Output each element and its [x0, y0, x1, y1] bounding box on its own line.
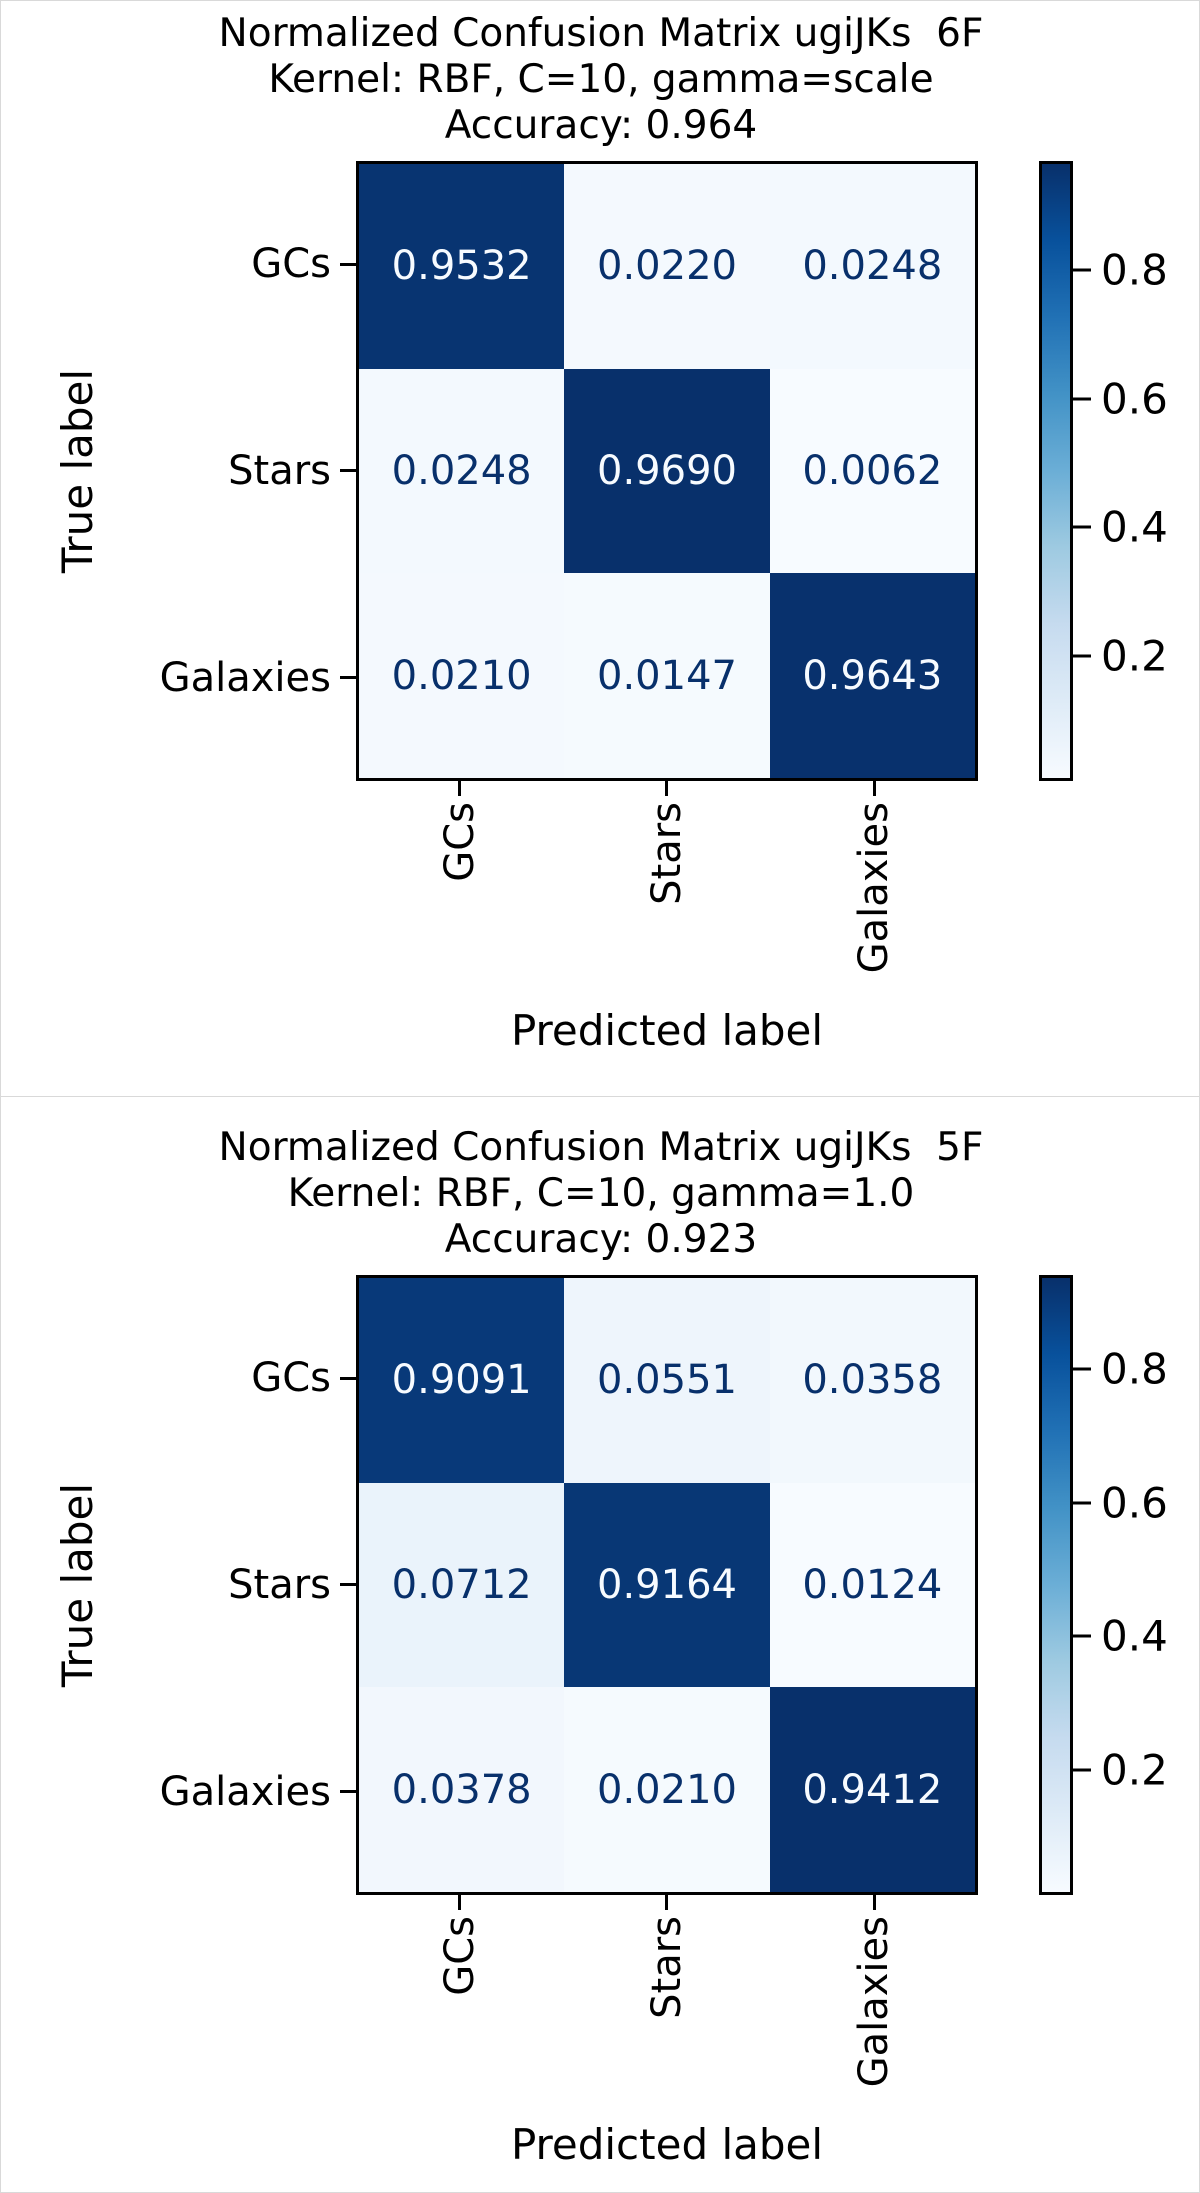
y-tick-label-stars: Stars: [228, 1562, 331, 1608]
colorbar: [1039, 1275, 1073, 1895]
figure-1-title: Normalized Confusion Matrix ugiJKs 6F: [218, 11, 984, 56]
matrix-cell-r3c1: 0.0210: [359, 573, 565, 778]
y-tick-label-galaxies: Galaxies: [159, 655, 331, 701]
x-axis-label: Predicted label: [510, 2120, 824, 2169]
x-tick-mark: [458, 781, 461, 796]
matrix-cell-r2c1: 0.0712: [359, 1482, 565, 1688]
colorbar-tick-label: 0.8: [1101, 1344, 1168, 1394]
x-tick-mark: [873, 1895, 876, 1910]
colorbar-gradient: [1042, 1278, 1070, 1892]
matrix-cell-r3c2: 0.0147: [564, 573, 770, 778]
x-tick-label-gcs: GCs: [437, 1916, 483, 1996]
figure-1-title-block: Normalized Confusion Matrix ugiJKs 6F Ke…: [1, 11, 1199, 149]
y-tick-label-stars: Stars: [228, 448, 331, 494]
colorbar-tick-mark: [1073, 1768, 1091, 1772]
y-tick-label-gcs: GCs: [251, 1355, 331, 1401]
colorbar-tick-label: 0.6: [1101, 1478, 1168, 1528]
figure-2-title: Normalized Confusion Matrix ugiJKs 5F: [218, 1125, 984, 1170]
colorbar-tick-label: 0.8: [1101, 245, 1168, 295]
matrix-cell-r2c3: 0.0124: [769, 1482, 975, 1688]
colorbar-tick: 0.4: [1073, 503, 1168, 552]
y-tick-mark: [340, 1377, 356, 1380]
x-axis-label: Predicted label: [510, 1006, 824, 1055]
colorbar-tick: 0.6: [1073, 1478, 1168, 1527]
confusion-matrix-grid: 0.9532 0.0220 0.0248 0.0248 0.9690 0.006…: [356, 161, 978, 781]
colorbar-tick-mark: [1073, 1501, 1091, 1505]
matrix-cell-r2c3: 0.0062: [769, 368, 975, 574]
colorbar-tick: 0.4: [1073, 1612, 1168, 1661]
colorbar-tick-mark: [1073, 397, 1091, 401]
colorbar-tick-mark: [1073, 525, 1091, 529]
matrix-cell-r3c3: 0.9412: [769, 1687, 975, 1892]
matrix-cell-r2c2: 0.9164: [564, 1482, 770, 1688]
y-tick-mark: [340, 676, 356, 679]
y-tick-mark: [340, 263, 356, 266]
x-tick-label-stars: Stars: [644, 802, 690, 905]
colorbar-tick: 0.2: [1073, 632, 1168, 681]
colorbar-tick-label: 0.2: [1101, 1745, 1168, 1795]
colorbar-tick: 0.8: [1073, 1345, 1168, 1394]
colorbar-tick-label: 0.4: [1101, 1611, 1168, 1661]
colorbar-tick-label: 0.4: [1101, 502, 1168, 552]
colorbar-ticks: 0.8 0.6 0.4 0.2: [1073, 1275, 1199, 1895]
colorbar-tick: 0.2: [1073, 1745, 1168, 1794]
colorbar-tick-mark: [1073, 654, 1091, 658]
matrix-cell-r1c2: 0.0220: [564, 164, 770, 369]
colorbar: [1039, 161, 1073, 781]
y-tick-mark: [340, 1583, 356, 1586]
confusion-matrix-panel-1: Normalized Confusion Matrix ugiJKs 6F Ke…: [0, 0, 1200, 1097]
matrix-cell-r2c2: 0.9690: [564, 368, 770, 574]
figure-2-title-block: Normalized Confusion Matrix ugiJKs 5F Ke…: [1, 1125, 1199, 1263]
x-tick-mark: [665, 781, 668, 796]
y-tick-mark: [340, 1790, 356, 1793]
y-tick-label-galaxies: Galaxies: [159, 1769, 331, 1815]
colorbar-tick-mark: [1073, 268, 1091, 272]
y-tick-mark: [340, 469, 356, 472]
matrix-cell-r1c3: 0.0248: [769, 164, 975, 369]
colorbar-tick-mark: [1073, 1367, 1091, 1371]
matrix-cell-r3c1: 0.0378: [359, 1687, 565, 1892]
matrix-cell-r2c1: 0.0248: [359, 368, 565, 574]
confusion-matrix-panel-2: Normalized Confusion Matrix ugiJKs 5F Ke…: [0, 1096, 1200, 2193]
figure-1-kernel-subtitle: Kernel: RBF, C=10, gamma=scale: [268, 57, 934, 102]
matrix-cell-r1c3: 0.0358: [769, 1278, 975, 1483]
colorbar-ticks: 0.8 0.6 0.4 0.2: [1073, 161, 1199, 781]
x-tick-mark: [873, 781, 876, 796]
colorbar-gradient: [1042, 164, 1070, 778]
matrix-cell-r1c2: 0.0551: [564, 1278, 770, 1483]
x-tick-label-galaxies: Galaxies: [851, 802, 897, 974]
colorbar-tick: 0.6: [1073, 374, 1168, 423]
colorbar-tick: 0.8: [1073, 245, 1168, 294]
x-tick-mark: [458, 1895, 461, 1910]
x-tick-label-galaxies: Galaxies: [851, 1916, 897, 2088]
figure-2-kernel-subtitle: Kernel: RBF, C=10, gamma=1.0: [287, 1171, 915, 1216]
y-tick-label-gcs: GCs: [251, 241, 331, 287]
figure-2-accuracy-subtitle: Accuracy: 0.923: [444, 1217, 758, 1262]
matrix-cell-r1c1: 0.9091: [359, 1278, 565, 1483]
colorbar-tick-mark: [1073, 1634, 1091, 1638]
matrix-cell-r1c1: 0.9532: [359, 164, 565, 369]
confusion-matrix-grid: 0.9091 0.0551 0.0358 0.0712 0.9164 0.012…: [356, 1275, 978, 1895]
matrix-cell-r3c2: 0.0210: [564, 1687, 770, 1892]
x-tick-label-stars: Stars: [644, 1916, 690, 2019]
figure-1-accuracy-subtitle: Accuracy: 0.964: [444, 103, 758, 148]
colorbar-tick-label: 0.6: [1101, 374, 1168, 424]
x-tick-mark: [665, 1895, 668, 1910]
colorbar-tick-label: 0.2: [1101, 631, 1168, 681]
x-tick-label-gcs: GCs: [437, 802, 483, 882]
matrix-cell-r3c3: 0.9643: [769, 573, 975, 778]
